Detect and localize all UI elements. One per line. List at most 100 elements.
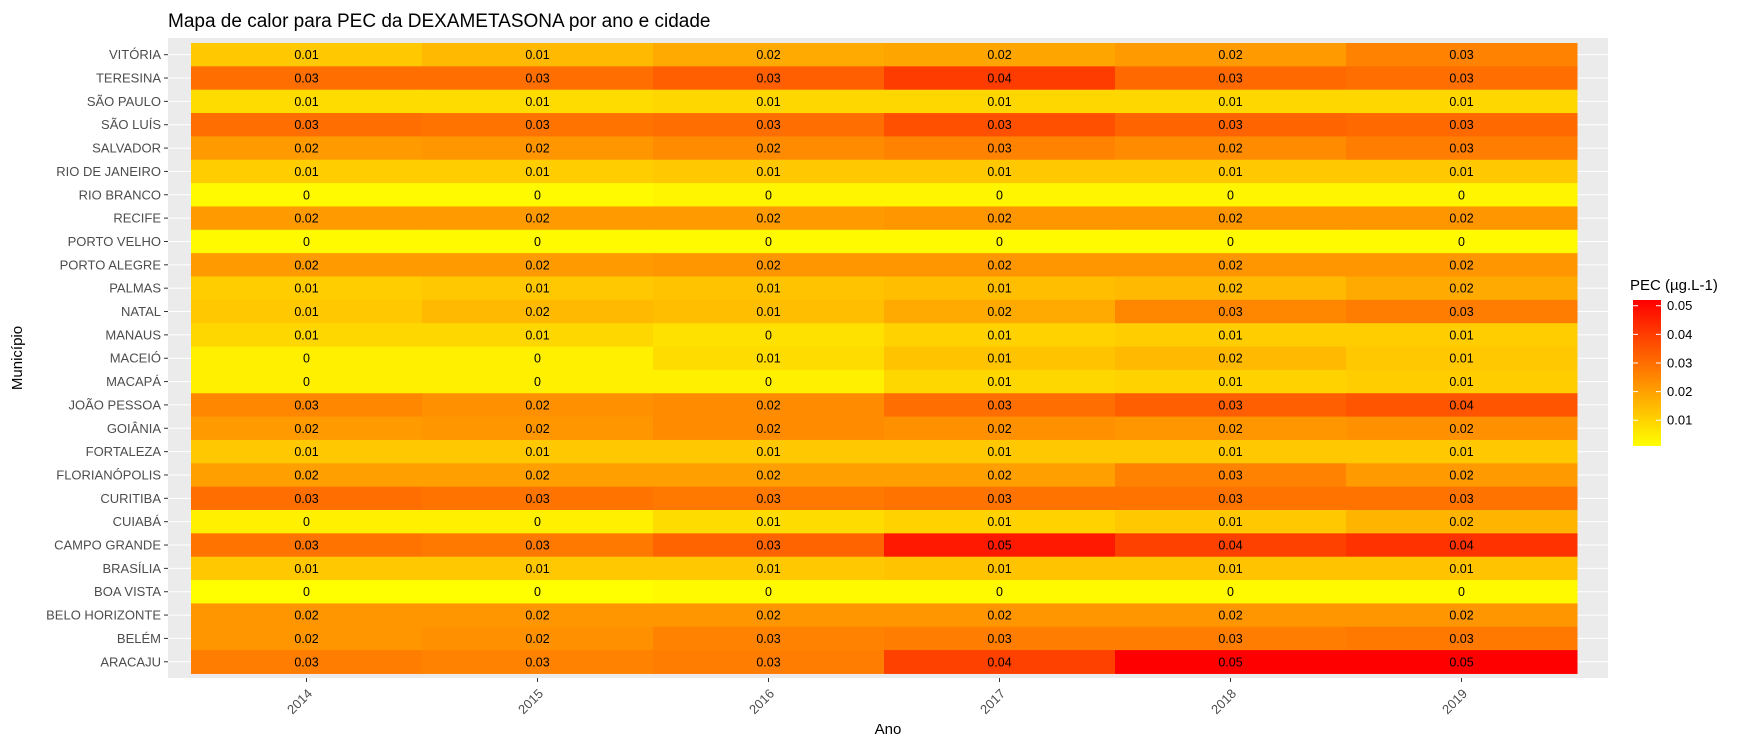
cell-label-porto-alegre-2019: 0.02	[1449, 258, 1473, 272]
cell-label-sao-paulo-2018: 0.01	[1218, 95, 1242, 109]
cell-label-belem-2014: 0.02	[294, 632, 318, 646]
cell-label-natal-2018: 0.03	[1218, 305, 1242, 319]
heatmap-cell-florianopolis-2016	[653, 463, 885, 488]
cell-label-aracaju-2015: 0.03	[525, 655, 549, 669]
cell-label-florianopolis-2014: 0.02	[294, 468, 318, 482]
cell-label-boa-vista-2017: 0	[996, 585, 1003, 599]
cell-label-curitiba-2019: 0.03	[1449, 492, 1473, 506]
cell-label-teresina-2018: 0.03	[1218, 72, 1242, 86]
cell-label-maceio-2015: 0	[534, 352, 541, 366]
heatmap-cell-rio-branco-2015	[422, 183, 654, 207]
cell-label-sao-luis-2016: 0.03	[756, 118, 780, 132]
cell-label-manaus-2019: 0.01	[1449, 328, 1473, 342]
y-tick-label-goiania: GOIÂNIA	[107, 421, 162, 436]
heatmap-cell-macapa-2016	[653, 369, 885, 394]
heatmap-cell-florianopolis-2018	[1115, 463, 1347, 488]
cell-label-porto-alegre-2014: 0.02	[294, 258, 318, 272]
cell-label-joao-pessoa-2014: 0.03	[294, 398, 318, 412]
heatmap-cell-macapa-2015	[422, 369, 654, 394]
cell-label-porto-velho-2019: 0	[1458, 235, 1465, 249]
heatmap-cell-salvador-2019	[1346, 136, 1578, 161]
cell-label-curitiba-2015: 0.03	[525, 492, 549, 506]
heatmap-cell-curitiba-2019	[1346, 486, 1578, 511]
heatmap-cell-macapa-2018	[1115, 369, 1347, 394]
heatmap-cell-porto-velho-2016	[653, 229, 885, 254]
heatmap-cell-natal-2014	[191, 299, 423, 324]
legend-tick-label: 0.03	[1667, 355, 1692, 370]
heatmap-cell-vitoria-2015	[422, 43, 654, 67]
cell-label-florianopolis-2015: 0.02	[525, 468, 549, 482]
cell-label-porto-velho-2014: 0	[303, 235, 310, 249]
cell-label-goiania-2014: 0.02	[294, 422, 318, 436]
heatmap-cell-brasilia-2019	[1346, 556, 1578, 581]
heatmap-cell-macapa-2019	[1346, 369, 1578, 394]
cell-label-belem-2015: 0.02	[525, 632, 549, 646]
heatmap-cell-salvador-2017	[884, 136, 1116, 161]
heatmap-cell-palmas-2017	[884, 276, 1116, 301]
heatmap-cell-rio-de-janeiro-2017	[884, 159, 1116, 184]
heatmap-cell-vitoria-2019	[1346, 43, 1578, 67]
cell-label-teresina-2017: 0.04	[987, 72, 1011, 86]
heatmap-cell-goiania-2017	[884, 416, 1116, 441]
heatmap-cell-sao-luis-2015	[422, 113, 654, 137]
cell-label-porto-alegre-2018: 0.02	[1218, 258, 1242, 272]
cell-label-porto-alegre-2017: 0.02	[987, 258, 1011, 272]
heatmap-cell-teresina-2015	[422, 66, 654, 91]
y-tick-label-natal: NATAL	[121, 304, 161, 319]
heatmap-cell-brasilia-2015	[422, 556, 654, 581]
heatmap-cell-salvador-2015	[422, 136, 654, 161]
y-tick-label-salvador: SALVADOR	[92, 141, 161, 156]
x-tick-label-2018: 2018	[1208, 686, 1239, 717]
heatmap-cell-curitiba-2018	[1115, 486, 1347, 511]
heatmap-cell-recife-2018	[1115, 206, 1347, 231]
cell-label-aracaju-2019: 0.05	[1449, 655, 1473, 669]
heatmap-cell-manaus-2017	[884, 323, 1116, 348]
cell-label-sao-paulo-2019: 0.01	[1449, 95, 1473, 109]
cell-label-cuiaba-2018: 0.01	[1218, 515, 1242, 529]
cell-label-boa-vista-2018: 0	[1227, 585, 1234, 599]
cell-label-palmas-2017: 0.01	[987, 282, 1011, 296]
heatmap-cell-porto-velho-2018	[1115, 229, 1347, 254]
y-tick-label-rio-branco: RIO BRANCO	[79, 187, 161, 202]
heatmap-cell-manaus-2014	[191, 323, 423, 348]
heatmap-cell-belo-horizonte-2018	[1115, 603, 1347, 628]
heatmap-cell-maceio-2018	[1115, 346, 1347, 371]
heatmap-cell-aracaju-2014	[191, 650, 423, 674]
heatmap-cell-campo-grande-2018	[1115, 533, 1347, 558]
y-tick-label-belem: BELÉM	[117, 631, 161, 646]
heatmap-cell-rio-branco-2016	[653, 183, 885, 207]
cell-label-manaus-2014: 0.01	[294, 328, 318, 342]
heatmap-cell-vitoria-2018	[1115, 43, 1347, 67]
cell-label-macapa-2019: 0.01	[1449, 375, 1473, 389]
cell-label-palmas-2018: 0.02	[1218, 282, 1242, 296]
legend-tick-label: 0.05	[1667, 298, 1692, 313]
heatmap-cell-manaus-2016	[653, 323, 885, 348]
cell-label-campo-grande-2019: 0.04	[1449, 539, 1473, 553]
cell-label-rio-de-janeiro-2019: 0.01	[1449, 165, 1473, 179]
cell-label-belo-horizonte-2016: 0.02	[756, 609, 780, 623]
cell-label-florianopolis-2016: 0.02	[756, 468, 780, 482]
heatmap-cells	[168, 43, 1608, 674]
cell-label-rio-de-janeiro-2017: 0.01	[987, 165, 1011, 179]
heatmap-cell-sao-luis-2016	[653, 113, 885, 137]
cell-label-brasilia-2015: 0.01	[525, 562, 549, 576]
cell-label-boa-vista-2016: 0	[765, 585, 772, 599]
heatmap-cell-recife-2016	[653, 206, 885, 231]
cell-label-salvador-2019: 0.03	[1449, 142, 1473, 156]
cell-label-maceio-2019: 0.01	[1449, 352, 1473, 366]
cell-label-porto-alegre-2016: 0.02	[756, 258, 780, 272]
cell-label-manaus-2015: 0.01	[525, 328, 549, 342]
cell-label-goiania-2017: 0.02	[987, 422, 1011, 436]
cell-label-palmas-2014: 0.01	[294, 282, 318, 296]
heatmap-cell-salvador-2018	[1115, 136, 1347, 161]
heatmap-cell-brasilia-2016	[653, 556, 885, 581]
heatmap-cell-brasilia-2017	[884, 556, 1116, 581]
cell-label-recife-2017: 0.02	[987, 212, 1011, 226]
cell-label-rio-branco-2014: 0	[303, 188, 310, 202]
heatmap-cell-goiania-2018	[1115, 416, 1347, 441]
cell-label-belo-horizonte-2014: 0.02	[294, 609, 318, 623]
heatmap-cell-aracaju-2017	[884, 650, 1116, 674]
cell-label-joao-pessoa-2015: 0.02	[525, 398, 549, 412]
heatmap-cell-natal-2018	[1115, 299, 1347, 324]
